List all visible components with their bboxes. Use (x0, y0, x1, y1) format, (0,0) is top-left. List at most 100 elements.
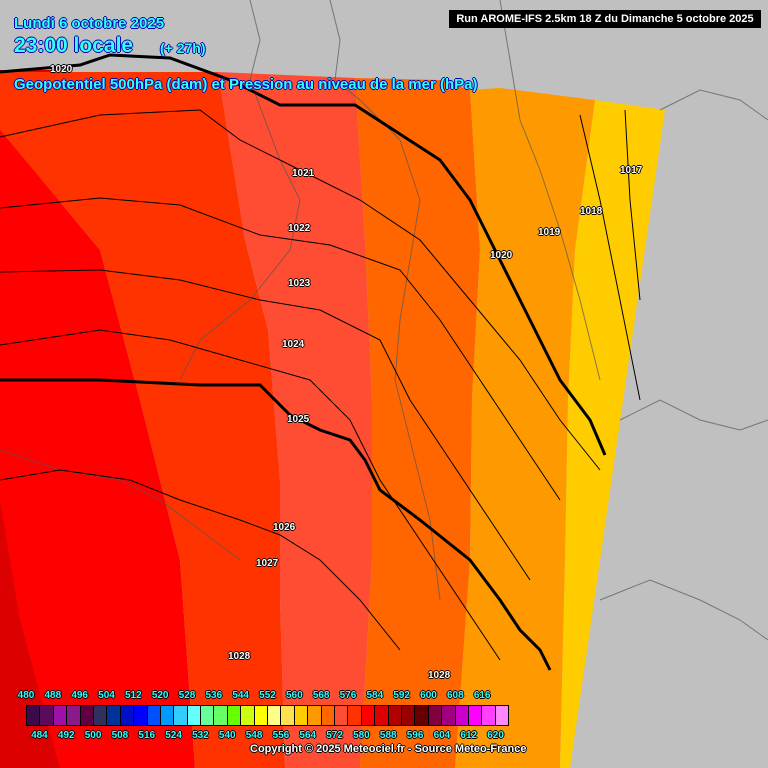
legend-tick-label: 500 (84, 730, 102, 741)
legend-tick-label: 592 (393, 690, 410, 701)
isobar-label: 1026 (273, 522, 296, 533)
legend-swatch (27, 706, 41, 725)
legend-tick-label: 544 (232, 690, 249, 701)
legend-tick-label: 536 (205, 690, 223, 701)
legend-swatch (254, 706, 269, 725)
legend-tick-label: 608 (446, 690, 464, 701)
legend-swatch (321, 706, 335, 725)
forecast-time: 23:00 locale (14, 34, 134, 57)
legend-swatch (227, 706, 242, 725)
legend-swatch (375, 706, 389, 725)
legend-tick-label: 488 (44, 690, 62, 701)
legend-swatch (187, 706, 202, 725)
legend-tick-label: 504 (98, 690, 115, 701)
legend-tick-label: 596 (406, 730, 424, 741)
legend-swatch (107, 706, 121, 725)
isobar-label: 1020 (490, 250, 513, 261)
legend-tick-label: 584 (366, 690, 384, 701)
copyright: Copyright © 2025 Meteociel.fr - Source M… (250, 743, 527, 755)
legend-swatch (120, 706, 135, 725)
legend-swatch (482, 706, 496, 725)
legend-swatch (201, 706, 215, 725)
legend-tick-label: 568 (312, 690, 330, 701)
geopotential-bands (0, 70, 665, 768)
legend-tick-label: 540 (218, 730, 236, 741)
legend-tick-label: 480 (17, 690, 35, 701)
legend-tick-label: 580 (353, 730, 370, 741)
legend-tick-label: 576 (339, 690, 357, 701)
isobar-label: 1020 (50, 64, 73, 75)
legend-tick-label: 528 (178, 690, 196, 701)
legend-swatch (174, 706, 188, 725)
legend-swatch (268, 706, 282, 725)
legend-swatch (93, 706, 108, 725)
legend-tick-label: 564 (299, 730, 317, 741)
isobar-label: 1021 (292, 168, 315, 179)
isobar-label: 1025 (287, 414, 310, 425)
legend-swatch (40, 706, 54, 725)
legend-swatch (308, 706, 322, 725)
run-info: Run AROME-IFS 2.5km 18 Z du Dimanche 5 o… (449, 10, 761, 28)
legend-tick-label: 612 (460, 730, 478, 741)
legend-tick-label: 492 (57, 730, 75, 741)
band-580 (0, 130, 195, 768)
band-576 (0, 72, 285, 768)
legend-tick-label: 520 (151, 690, 169, 701)
band-564 (455, 88, 595, 768)
legend-swatch (361, 706, 376, 725)
band-568 (355, 78, 480, 768)
legend-tick-label: 588 (379, 730, 397, 741)
legend-tick-label: 552 (259, 690, 276, 701)
legend-tick-label: 600 (420, 690, 437, 701)
legend-tick-label: 572 (326, 730, 343, 741)
legend-swatch (214, 706, 228, 725)
isobar-label: 1019 (538, 227, 561, 238)
legend-tick-label: 524 (165, 730, 182, 741)
legend-tick-label: 512 (124, 690, 142, 701)
legend-swatch (455, 706, 469, 725)
color-legend (26, 705, 509, 726)
isobar-label: 1018 (580, 206, 603, 217)
isobar-label: 1028 (228, 651, 251, 662)
isobar-label: 1022 (288, 223, 311, 234)
legend-tick-label: 484 (31, 730, 48, 741)
isobar-label: 1023 (288, 278, 311, 289)
legend-tick-label: 516 (138, 730, 156, 741)
legend-tick-label: 604 (433, 730, 451, 741)
legend-swatch (53, 706, 68, 725)
borders (0, 0, 768, 641)
legend-swatch (160, 706, 175, 725)
isobar-label: 1027 (256, 558, 279, 569)
legend-swatch (442, 706, 456, 725)
legend-swatch (388, 706, 402, 725)
legend-swatch (80, 706, 94, 725)
legend-swatch (401, 706, 416, 725)
legend-tick-label: 616 (473, 690, 491, 701)
legend-swatch (281, 706, 295, 725)
legend-swatch (495, 706, 509, 725)
legend-tick-label: 620 (487, 730, 504, 741)
band-560 (560, 100, 665, 768)
legend-swatch (147, 706, 161, 725)
legend-tick-label: 548 (245, 730, 263, 741)
legend-swatch (294, 706, 309, 725)
legend-tick-label: 496 (71, 690, 88, 701)
legend-swatch (134, 706, 148, 725)
legend-swatch (415, 706, 429, 725)
legend-swatch (468, 706, 483, 725)
isobar-label: 1024 (282, 339, 305, 350)
isobar-label: 1017 (620, 165, 643, 176)
isobar-label: 1028 (428, 670, 451, 681)
isobars (0, 109, 641, 661)
lead-time: (+ 27h) (160, 40, 206, 56)
legend-swatch (334, 706, 349, 725)
legend-tick-label: 508 (111, 730, 129, 741)
legend-swatch (67, 706, 81, 725)
legend-swatch (241, 706, 255, 725)
legend-swatch (428, 706, 443, 725)
legend-tick-label: 532 (192, 730, 209, 741)
legend-tick-label: 556 (272, 730, 290, 741)
forecast-date: Lundi 6 octobre 2025 (14, 15, 165, 32)
